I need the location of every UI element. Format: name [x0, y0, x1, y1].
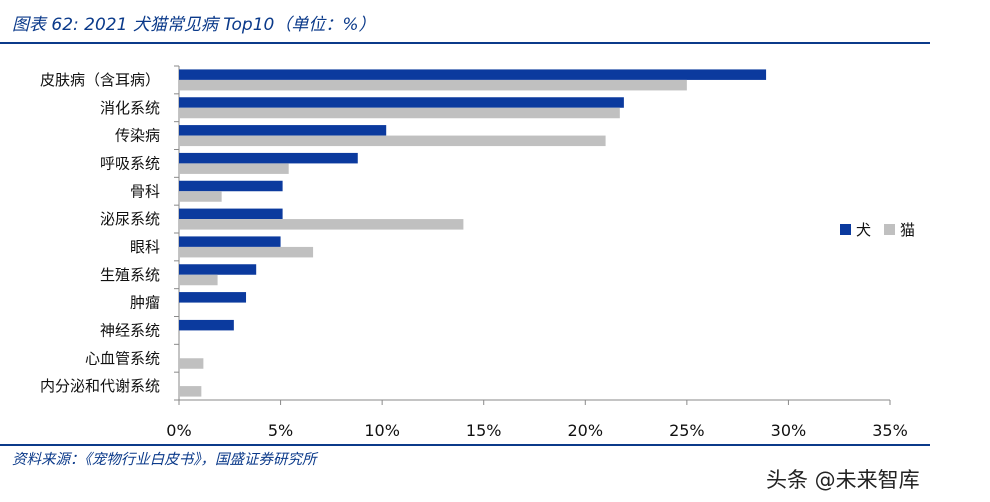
legend: 犬猫 [840, 221, 915, 239]
legend-swatch [884, 224, 895, 235]
category-label: 骨科 [130, 182, 160, 200]
legend-swatch [840, 224, 851, 235]
x-tick-label: 10% [364, 421, 400, 440]
source-rule [0, 444, 930, 446]
bar-cat [179, 358, 204, 369]
title-rule [0, 42, 930, 44]
legend-label: 猫 [900, 221, 915, 239]
category-label: 眼科 [130, 238, 160, 256]
chart-title: 图表 62: 2021 犬猫常见病 Top10（单位：%） [12, 15, 376, 35]
x-tick-label: 0% [166, 421, 191, 440]
bar-dog [179, 236, 281, 247]
bar-layer [179, 69, 767, 397]
label-layer: 0% 5% 10% 15% 20% 25% 30% 35% 皮肤病（含耳病） 消化系统传染病呼吸系… [40, 71, 908, 440]
x-tick-label: 30% [771, 421, 807, 440]
category-label: 肿瘤 [130, 294, 160, 312]
axis-layer [174, 65, 891, 405]
watermark: 头条 @未来智库 [766, 468, 920, 492]
bar-dog [179, 208, 283, 220]
bar-cat [179, 163, 289, 174]
category-label: 心血管系统 [85, 349, 160, 367]
bar-dog [179, 180, 283, 192]
category-label: 神经系统 [100, 321, 160, 339]
x-tick-label: 35% [872, 421, 908, 440]
source-note: 资料来源：《宠物行业白皮书》，国盛证券研究所 [12, 452, 317, 468]
legend-label: 犬 [856, 221, 871, 239]
category-label: 泌尿系统 [100, 210, 160, 228]
category-label: 呼吸系统 [100, 154, 160, 172]
category-label: 皮肤病（含耳病） [40, 71, 160, 89]
bar-dog [179, 152, 358, 164]
bar-cat [179, 79, 687, 91]
bar-cat [179, 191, 222, 202]
bar-dog [179, 292, 247, 303]
bar-dog [179, 319, 234, 331]
bar-dog [179, 264, 257, 275]
x-tick-label: 20% [568, 421, 604, 440]
category-label: 生殖系统 [100, 266, 160, 284]
category-label: 消化系统 [100, 99, 160, 117]
bar-dog [179, 125, 387, 136]
category-label: 内分泌和代谢系统 [40, 377, 160, 395]
category-label: 传染病 [115, 127, 160, 145]
bar-cat [179, 386, 202, 397]
x-tick-label: 25% [669, 421, 705, 440]
bar-cat [179, 246, 314, 258]
bar-dog [179, 97, 624, 108]
bar-cat [179, 274, 218, 286]
x-tick-label: 15% [466, 421, 502, 440]
x-tick-label: 5% [268, 421, 293, 440]
bar-cat [179, 219, 464, 230]
bar-cat [179, 107, 620, 119]
bar-dog [179, 69, 767, 80]
bar-cat [179, 135, 606, 147]
